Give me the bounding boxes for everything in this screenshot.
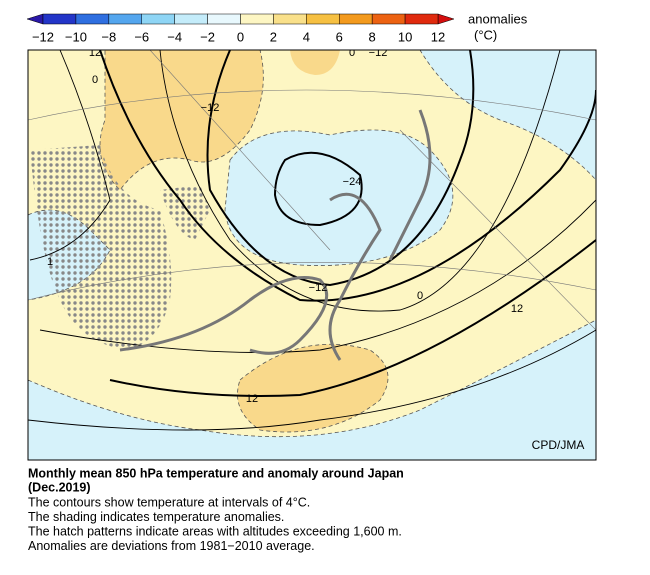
colorbar-tick-label: −10 [65,29,87,44]
hatch [30,145,172,350]
colorbar-segment [273,13,307,25]
colorbar: −12 −10 −8 −6 −4 −2 0 2 4 6 8 10 12 [26,13,455,44]
map-frame [27,49,597,461]
colorbar-end [437,13,455,25]
colorbar-segment [174,13,208,25]
credit: CPD/JMA [532,438,585,452]
colorbar-segment [75,13,110,25]
negative-anomaly [419,50,596,181]
colorbar-segment [339,13,373,25]
colorbar-unit: (°C) [474,27,497,42]
colorbar-tick-label: −4 [167,29,182,44]
caption-date: (Dec.2019) [28,480,91,494]
colorbar-tick-label: −2 [200,29,215,44]
colorbar-tick-label: −6 [134,29,149,44]
caption-line: The shading indicates temperature anomal… [28,510,284,524]
positive-anomaly [237,343,389,433]
contour-label: 0 [92,74,98,86]
contour-label: 0 [349,47,355,59]
colorbar-tick-label: −8 [101,29,116,44]
colorbar-segment [42,13,77,25]
caption-title: Monthly mean 850 hPa temperature and ano… [28,466,404,480]
colorbar-tick-label: 0 [237,29,244,44]
positive-anomaly [290,50,340,75]
contours [28,50,596,431]
contour-label: −12 [201,102,220,114]
coastline [388,109,432,261]
colorbar-end [26,13,44,25]
colorbar-tick-label: 10 [398,29,412,44]
colorbar-segment [108,13,143,25]
colorbar-tick-label: 4 [303,29,310,44]
caption-line: The contours show temperature at interva… [28,495,310,509]
colorbar-tick-label: −12 [32,29,54,44]
graticule [28,50,596,331]
contour-label: 12 [246,393,258,405]
colorbar-segment [306,13,340,25]
colorbar-tick-label: 6 [336,29,343,44]
colorbar-segment [141,13,175,25]
caption-line: Anomalies are deviations from 1981−2010 … [28,539,315,553]
contour-label: 12 [511,303,523,315]
colorbar-label: anomalies [468,11,528,26]
negative-anomaly [28,319,596,460]
contour-label: 1 [47,256,53,268]
coastline [119,276,329,355]
colorbar-segment [371,13,406,25]
contour-label: 0 [417,290,423,302]
colorbar-segment [404,13,439,25]
caption-lines: The contours show temperature at interva… [28,495,402,553]
colorbar-tick-label: 2 [270,29,277,44]
contour-label: −24 [343,176,362,188]
colorbar-segment [240,13,274,25]
contour-labels: 12 0 0 −12 −12 −24 1 −12 0 12 12 [47,47,523,405]
map: 12 0 0 −12 −12 −24 1 −12 0 12 12 CPD/JMA [28,47,596,460]
colorbar-segment [207,13,241,25]
contour-label: −12 [309,282,328,294]
colorbar-tick-label: 8 [369,29,376,44]
hatch [160,185,210,240]
colorbar-tick-label: 12 [431,29,445,44]
caption-line: The hatch patterns indicate areas with a… [28,524,402,538]
contour-label: 12 [89,47,101,59]
contour-label: −12 [369,47,388,59]
